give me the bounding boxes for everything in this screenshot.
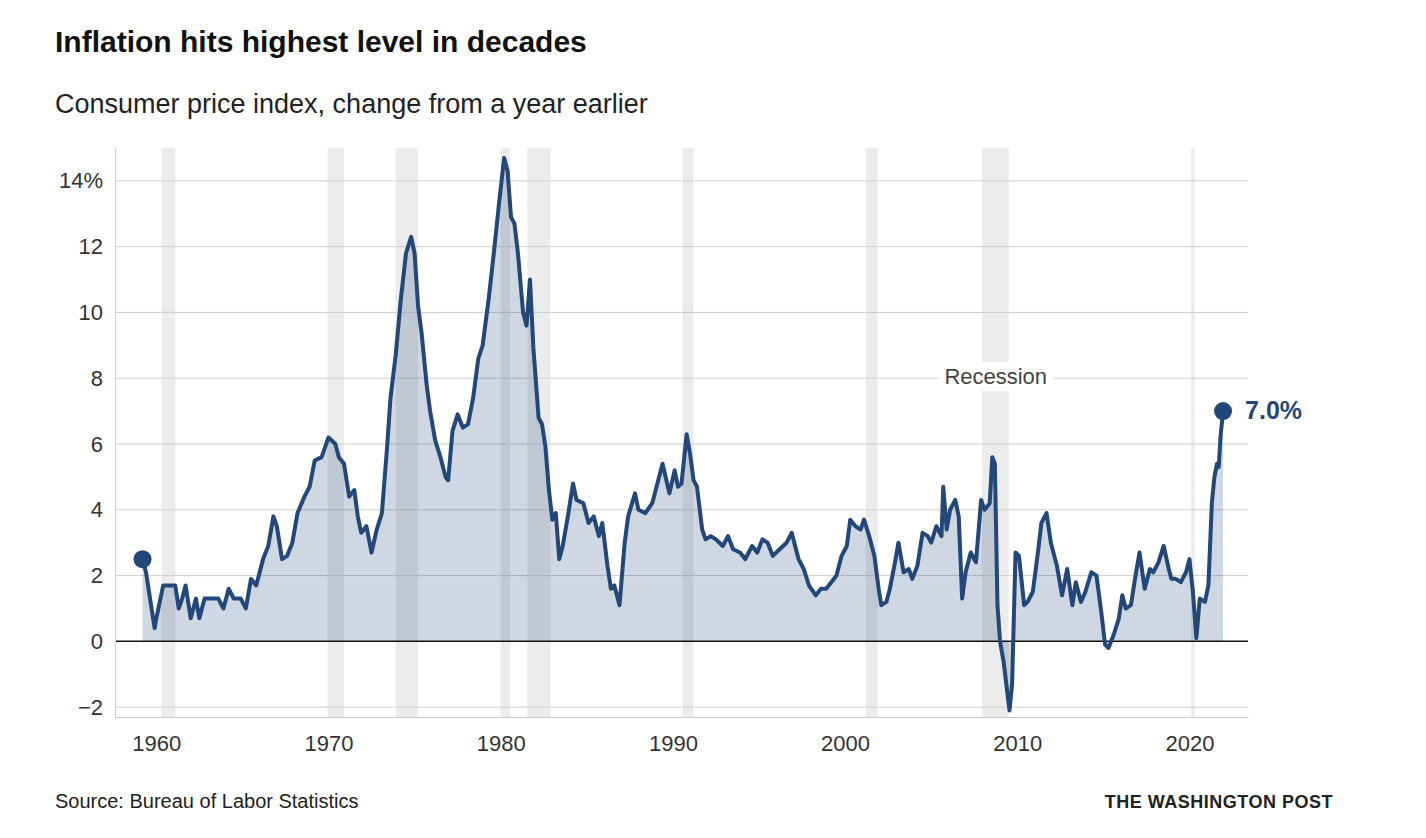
- grid-line: [115, 312, 1248, 313]
- line: [143, 158, 1223, 711]
- area: [143, 158, 1223, 711]
- y-tick: 4: [91, 497, 115, 522]
- grid-line: [115, 444, 1248, 445]
- y-tick-label: 6: [91, 432, 103, 457]
- x-axis: 1960 1970 1980 1990 2000 2010 2020: [116, 717, 1249, 756]
- y-tick: 2: [91, 563, 115, 588]
- end-marker: [1214, 402, 1232, 420]
- annotations: Recession 7.0%: [938, 362, 1302, 424]
- y-tick-label: 4: [91, 497, 103, 522]
- y-tick-label: 10: [79, 300, 103, 325]
- x-tick: 1960: [132, 717, 181, 756]
- y-tick: 0: [91, 629, 115, 654]
- x-tick-label: 1960: [132, 731, 181, 756]
- annotation: Recession: [944, 364, 1047, 389]
- x-tick: 1980: [477, 717, 526, 756]
- x-tick: 2010: [993, 717, 1042, 756]
- y-axis: −2 0 2 4 6 8 10 12 14%: [59, 149, 116, 720]
- x-tick: 2020: [1165, 717, 1214, 756]
- y-tick-label: 0: [91, 629, 103, 654]
- source: Source: Bureau of Labor Statistics: [55, 790, 359, 812]
- y-tick-label: −2: [78, 695, 103, 720]
- plot-data: [143, 158, 1223, 711]
- credit: THE WASHINGTON POST: [1105, 792, 1333, 812]
- grid-line: [115, 180, 1248, 181]
- zero-grid: [115, 641, 1248, 642]
- x-tick-label: 2010: [993, 731, 1042, 756]
- x-tick-label: 2020: [1165, 731, 1214, 756]
- plot-line: [134, 158, 1232, 711]
- x-tick-label: 1970: [305, 731, 354, 756]
- end-label: 7.0%: [1245, 396, 1302, 424]
- y-tick: 8: [91, 366, 115, 391]
- annotation-bg: [938, 362, 1053, 391]
- title: Inflation hits highest level in decades: [55, 25, 587, 58]
- grid-line: [115, 707, 1248, 708]
- x-tick: 2000: [821, 717, 870, 756]
- y-tick: 14%: [59, 168, 115, 193]
- y-tick: −2: [78, 695, 115, 720]
- y-tick-label: 12: [79, 234, 103, 259]
- y-tick-label: 8: [91, 366, 103, 391]
- x-tick: 1970: [305, 717, 354, 756]
- x-tick-label: 1980: [477, 731, 526, 756]
- zero-line: [115, 641, 1248, 643]
- chart-svg: Inflation hits highest level in decades C…: [0, 0, 1426, 838]
- y-axis-line: [115, 149, 116, 718]
- y-tick: 6: [91, 432, 115, 457]
- end-marker: [134, 550, 152, 568]
- x-tick: 1990: [649, 717, 698, 756]
- y-tick-label: 2: [91, 563, 103, 588]
- chart-container: Inflation hits highest level in decades C…: [0, 0, 1426, 838]
- grid-line: [115, 378, 1248, 379]
- x-axis-line: [116, 717, 1249, 718]
- x-tick-label: 2000: [821, 731, 870, 756]
- y-tick: 12: [79, 234, 115, 259]
- y-tick: 10: [79, 300, 115, 325]
- x-tick-label: 1990: [649, 731, 698, 756]
- y-tick-label: 14%: [59, 168, 103, 193]
- subtitle: Consumer price index, change from a year…: [55, 89, 648, 119]
- grid-line: [115, 246, 1248, 247]
